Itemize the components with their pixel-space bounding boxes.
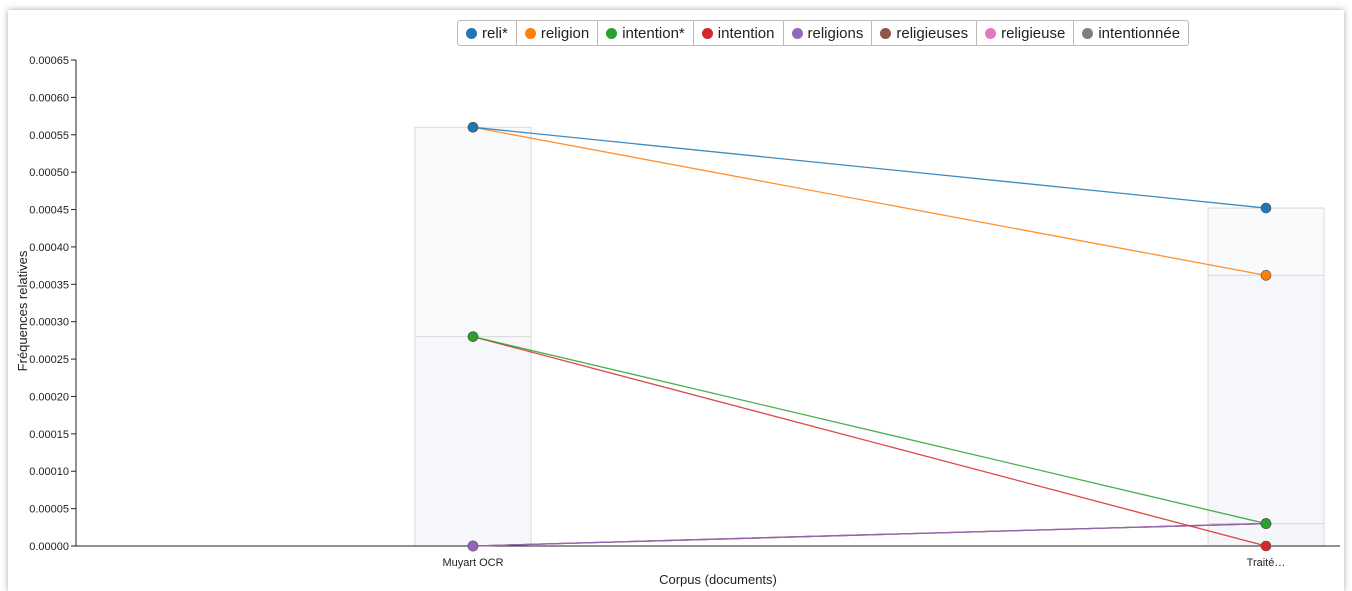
- y-tick-label: 0.00030: [29, 317, 69, 329]
- legend-label: religions: [807, 24, 864, 42]
- y-tick-label: 0.00065: [29, 55, 69, 67]
- y-tick-label: 0.00060: [29, 92, 69, 104]
- bars-layer: [414, 126, 1325, 547]
- bar: [414, 336, 532, 547]
- legend-label: reli*: [482, 24, 508, 42]
- legend-item[interactable]: intention*: [598, 21, 694, 45]
- series-line: [472, 126, 1267, 276]
- y-tick-label: 0.00055: [29, 130, 69, 142]
- y-tick-label: 0.00020: [29, 391, 69, 403]
- y-tick-label: 0.00000: [29, 541, 69, 553]
- data-point[interactable]: [1260, 518, 1272, 529]
- legend-item[interactable]: religieuses: [872, 21, 978, 45]
- series-line: [472, 336, 1267, 547]
- legend-swatch: [524, 27, 536, 39]
- data-point[interactable]: [1260, 202, 1272, 214]
- y-tick-label: 0.00025: [29, 354, 69, 366]
- legend-item[interactable]: reli*: [458, 21, 517, 45]
- legend-item[interactable]: intention: [694, 21, 784, 45]
- data-point[interactable]: [467, 331, 479, 342]
- y-tick-label: 0.00035: [29, 279, 69, 291]
- legend-item[interactable]: religions: [784, 21, 873, 45]
- y-tick-label: 0.00045: [29, 205, 69, 217]
- series-line: [472, 336, 1267, 525]
- legend-label: religieuse: [1001, 24, 1066, 42]
- series-line: [472, 126, 1267, 209]
- chart-panel: [8, 10, 1344, 591]
- y-axis-title: Fréquences relatives: [15, 250, 30, 371]
- y-tick-label: 0.00040: [29, 242, 69, 254]
- x-tick-label: Muyart OCR: [442, 557, 503, 569]
- lines-layer: [472, 126, 1267, 547]
- points-layer: [467, 121, 1272, 552]
- legend-item[interactable]: intentionnée: [1074, 21, 1188, 45]
- data-point[interactable]: [1260, 540, 1272, 552]
- legend-label: intentionnée: [1098, 24, 1181, 42]
- legend-label: intention: [717, 24, 775, 42]
- chart-legend: reli* religion intention* intention religion…: [457, 20, 1190, 46]
- x-axis-title: Corpus (documents): [659, 572, 777, 587]
- legend-swatch: [791, 27, 803, 39]
- series-line: [472, 522, 1267, 547]
- legend-label: intention*: [622, 24, 685, 42]
- legend-swatch: [985, 27, 997, 39]
- legend-swatch: [1082, 27, 1094, 39]
- y-tick-label: 0.00015: [29, 429, 69, 441]
- legend-swatch: [606, 27, 618, 39]
- legend-label: religieuses: [896, 24, 969, 42]
- x-tick-label: Traité…: [1247, 557, 1286, 569]
- y-tick-label: 0.00005: [29, 504, 69, 516]
- bar: [1207, 274, 1325, 547]
- data-point[interactable]: [467, 540, 479, 552]
- legend-label: religion: [540, 24, 590, 42]
- y-tick-label: 0.00050: [29, 167, 69, 179]
- legend-item[interactable]: religion: [517, 21, 599, 45]
- axes-layer: 0.00000 0.00005 0.00010 0.00015 0.00020 0.000…: [29, 55, 1340, 569]
- legend-swatch: [466, 27, 477, 39]
- data-point[interactable]: [1260, 270, 1272, 281]
- legend-swatch: [880, 27, 892, 39]
- legend-swatch: [701, 27, 713, 39]
- data-point[interactable]: [467, 121, 479, 133]
- legend-item[interactable]: religieuse: [977, 21, 1075, 45]
- y-tick-label: 0.00010: [29, 466, 69, 478]
